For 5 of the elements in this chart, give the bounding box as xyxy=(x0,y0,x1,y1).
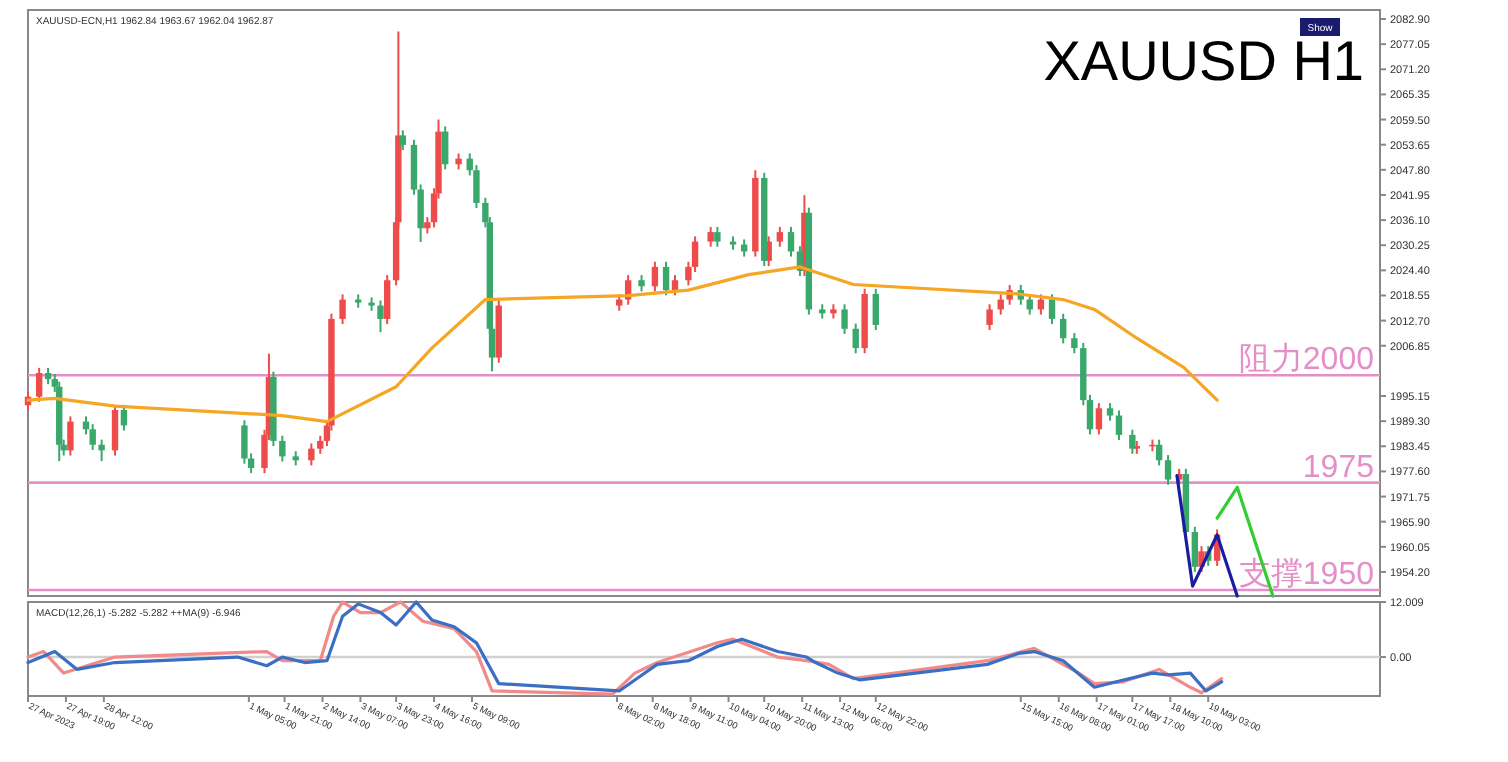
ref-line: 1975 xyxy=(28,450,1380,485)
ref-line-label: 1975 xyxy=(1302,450,1375,485)
ref-line-label: 阻力2000 xyxy=(1238,341,1375,378)
chart-title: XAUUSD H1 xyxy=(1043,30,1364,92)
ref-line: 阻力2000 xyxy=(28,343,1380,378)
